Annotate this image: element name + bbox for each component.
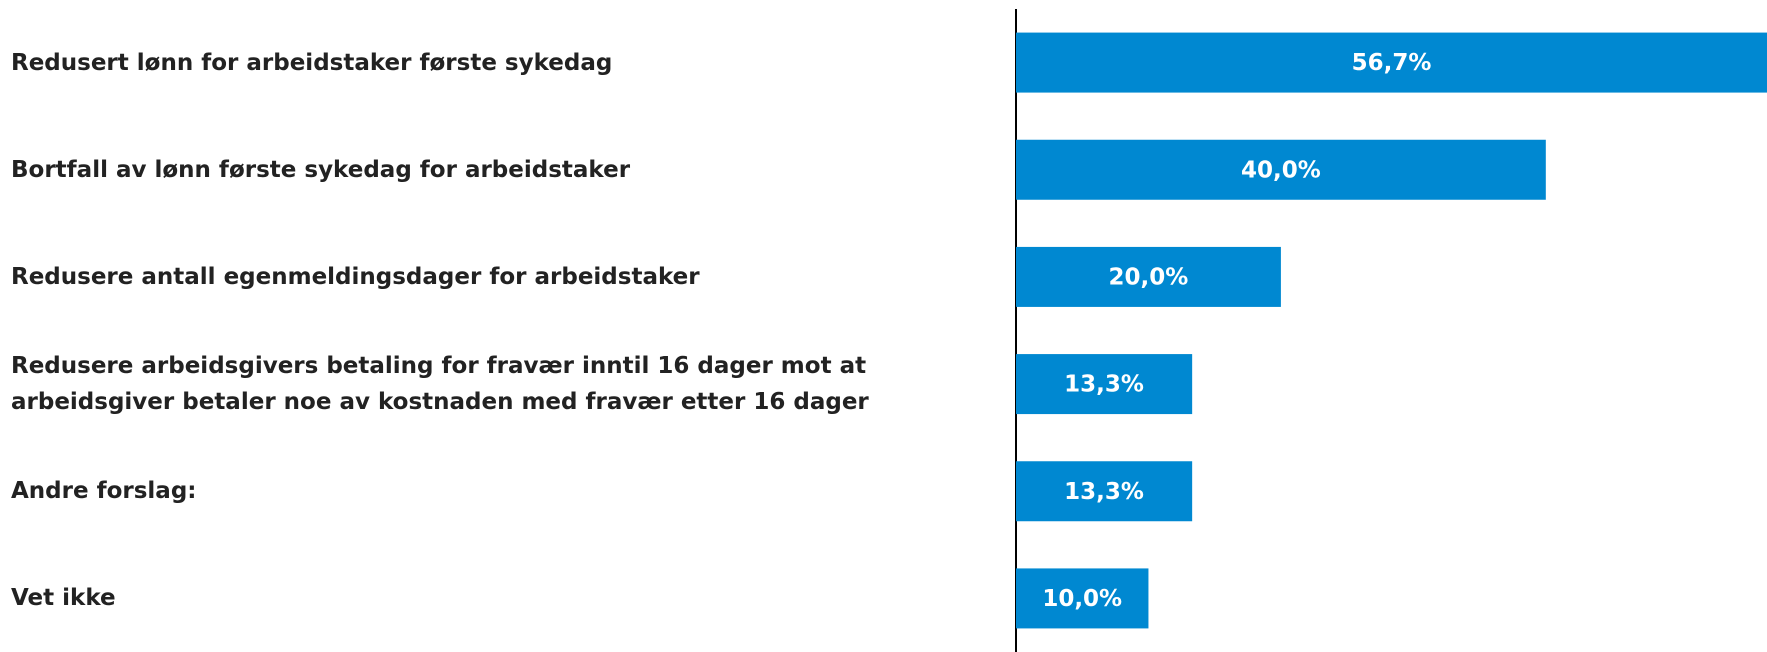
category-label: Redusere arbeidsgivers betaling for frav… xyxy=(11,353,869,416)
bar xyxy=(1016,461,1193,522)
value-label: 10,0% xyxy=(1042,586,1122,612)
category-label: Bortfall av lønn første sykedag for arbe… xyxy=(11,156,631,183)
bar xyxy=(1016,354,1193,415)
value-label: 20,0% xyxy=(1109,264,1189,290)
category-label: Vet ikke xyxy=(11,585,116,612)
category-label: Redusert lønn for arbeidstaker første sy… xyxy=(11,49,613,76)
value-label: 13,3% xyxy=(1064,372,1144,398)
value-label: 13,3% xyxy=(1064,479,1144,505)
bar xyxy=(1016,139,1546,200)
bar xyxy=(1016,246,1281,307)
value-label: 56,7% xyxy=(1352,50,1432,76)
bar xyxy=(1016,32,1767,93)
category-label: Redusere antall egenmeldingsdager for ar… xyxy=(11,263,700,290)
bar xyxy=(1016,568,1149,629)
value-label: 40,0% xyxy=(1241,157,1321,183)
category-label: Andre forslag: xyxy=(11,478,197,505)
